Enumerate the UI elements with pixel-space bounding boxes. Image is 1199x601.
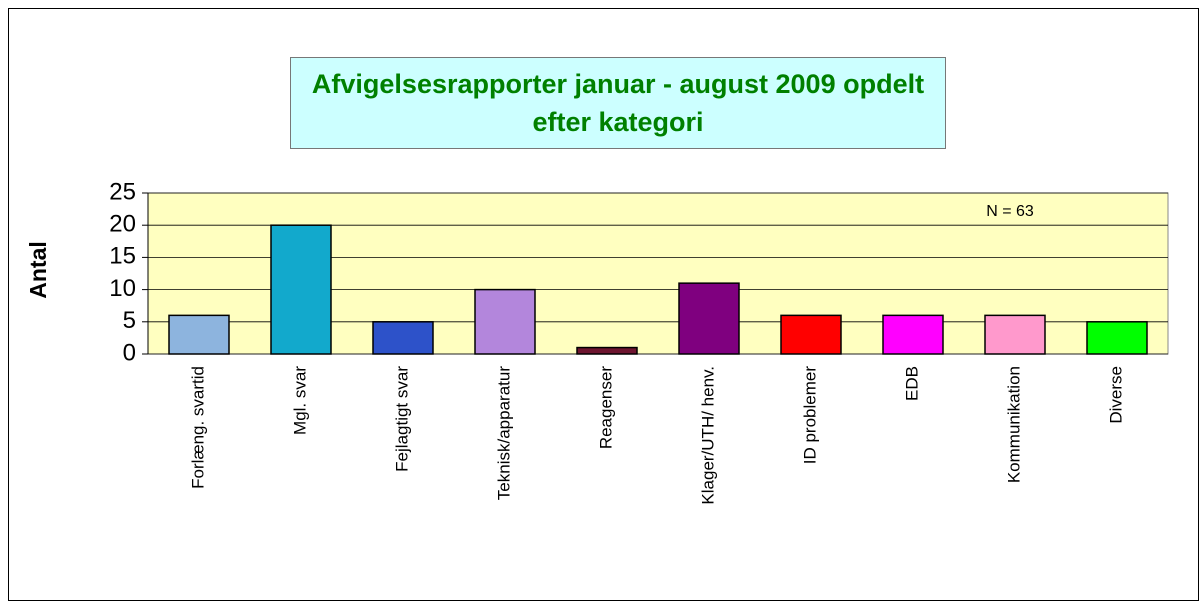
bar <box>780 314 842 355</box>
bar <box>270 224 332 355</box>
bar <box>882 314 944 355</box>
bar <box>168 314 230 355</box>
x-tick-label: Diverse <box>1106 366 1125 424</box>
x-tick-label: Reagenser <box>596 366 615 450</box>
x-tick-label: Fejlagtigt svar <box>392 366 411 472</box>
x-tick-label: Klager/UTH/ henv. <box>698 366 717 505</box>
y-tick-label: 25 <box>109 178 136 205</box>
bar <box>678 282 740 355</box>
x-tick-label: ID problemer <box>800 366 819 465</box>
y-tick-label: 20 <box>109 211 136 238</box>
bar <box>372 321 434 355</box>
x-tick-label: Teknisk/apparatur <box>494 366 513 501</box>
bar <box>576 346 638 355</box>
y-tick-label: 15 <box>109 243 136 270</box>
annotation: N = 63 <box>986 203 1034 220</box>
bar <box>474 288 536 355</box>
bar <box>1086 321 1148 355</box>
x-tick-label: Kommunikation <box>1004 366 1023 483</box>
x-tick-label: Mgl. svar <box>290 366 309 435</box>
x-tick-label: Forlæng. svartid <box>188 366 207 489</box>
y-tick-label: 0 <box>123 339 136 366</box>
chart-title: Afvigelsesrapporter januar - august 2009… <box>311 69 925 137</box>
bar <box>984 314 1046 355</box>
x-tick-label: EDB <box>902 366 921 401</box>
y-axis-label: Antal <box>25 241 51 299</box>
y-tick-label: 10 <box>109 275 136 302</box>
title-box: Afvigelsesrapporter januar - august 2009… <box>290 57 946 149</box>
y-tick-label: 5 <box>123 307 136 334</box>
